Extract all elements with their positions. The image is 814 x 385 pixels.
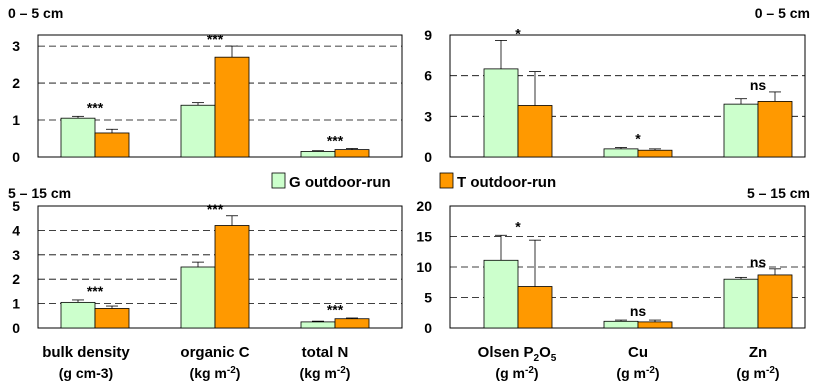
bar-t-outdoor-run xyxy=(94,308,130,329)
bar-t-outdoor-run xyxy=(334,318,370,329)
y-tick-label: 0 xyxy=(424,149,432,165)
significance-label: *** xyxy=(87,283,104,299)
bar-t-outdoor-run xyxy=(757,274,793,329)
category-unit: (kg m-2) xyxy=(300,365,351,381)
bar-t-outdoor-run xyxy=(214,225,250,329)
panel-subsoil-nutrients: 0 5 10 15 20 * ns ns xyxy=(416,198,806,336)
y-tick-label: 4 xyxy=(12,222,20,238)
panel-title-top-left: 0 – 5 cm xyxy=(8,5,63,21)
y-tick-label: 0 xyxy=(12,320,20,336)
y-tick-label: 0 xyxy=(424,320,432,336)
category-unit: (kg m-2) xyxy=(190,365,241,381)
panel-topsoil-physical: 0 1 2 3 *** *** *** xyxy=(12,31,403,165)
bar-t-outdoor-run xyxy=(214,56,250,158)
bar-g-outdoor-run xyxy=(60,301,96,329)
panel-title-bottom-left: 5 – 15 cm xyxy=(8,185,71,201)
significance-label: *** xyxy=(207,201,224,217)
y-tick-label: 10 xyxy=(416,259,432,275)
significance-label: * xyxy=(515,218,521,234)
y-tick-label: 1 xyxy=(12,296,20,312)
significance-label: *** xyxy=(87,99,104,115)
y-tick-label: 20 xyxy=(416,198,432,214)
bar-g-outdoor-run xyxy=(723,103,759,158)
legend: G outdoor-run T outdoor-run xyxy=(271,172,556,191)
y-tick-label: 3 xyxy=(424,108,432,124)
legend-label-t: T outdoor-run xyxy=(457,174,556,191)
significance-label: * xyxy=(635,131,641,147)
bar-g-outdoor-run xyxy=(300,151,336,158)
significance-label: *** xyxy=(207,31,224,47)
category-labels-right: Olsen P2O5 (g m-2) Cu (g m-2) Zn (g m-2) xyxy=(478,344,780,381)
bar-g-outdoor-run xyxy=(180,104,216,158)
bar-g-outdoor-run xyxy=(483,259,519,329)
bar-t-outdoor-run xyxy=(334,149,370,158)
bar-g-outdoor-run xyxy=(723,278,759,329)
category-label: Olsen P2O5 xyxy=(478,344,557,364)
y-tick-label: 2 xyxy=(12,271,20,287)
y-tick-label: 2 xyxy=(12,75,20,91)
panel-title-bottom-right: 5 – 15 cm xyxy=(747,185,810,201)
panel-topsoil-nutrients: 0 3 6 9 * * ns xyxy=(424,25,806,165)
panel-subsoil-physical: 0 1 2 3 4 5 *** *** *** xyxy=(12,198,403,336)
category-label: Zn xyxy=(749,344,767,361)
y-tick-label: 15 xyxy=(416,229,432,245)
y-tick-label: 3 xyxy=(12,38,20,54)
category-unit: (g m-2) xyxy=(495,365,538,381)
bar-t-outdoor-run xyxy=(517,286,553,329)
y-tick-label: 6 xyxy=(424,68,432,84)
y-tick-label: 0 xyxy=(12,149,20,165)
legend-swatch-t xyxy=(439,172,454,189)
y-tick-label: 3 xyxy=(12,247,20,263)
category-label: bulk density xyxy=(42,344,130,361)
bar-t-outdoor-run xyxy=(637,149,673,158)
bar-g-outdoor-run xyxy=(180,266,216,329)
significance-label: *** xyxy=(327,302,344,318)
significance-label: ns xyxy=(630,303,647,319)
bar-t-outdoor-run xyxy=(757,101,793,158)
y-tick-label: 9 xyxy=(424,27,432,43)
bar-t-outdoor-run xyxy=(94,132,130,158)
bar-g-outdoor-run xyxy=(60,117,96,158)
significance-label: ns xyxy=(750,77,767,93)
y-tick-label: 5 xyxy=(424,290,432,306)
category-label: Cu xyxy=(628,344,648,361)
panel-title-top-right: 0 – 5 cm xyxy=(755,5,810,21)
y-tick-label: 1 xyxy=(12,112,20,128)
bar-t-outdoor-run xyxy=(637,321,673,329)
category-label: organic C xyxy=(180,344,249,361)
significance-label: *** xyxy=(327,133,344,149)
y-tick-label: 5 xyxy=(12,198,20,214)
significance-label: * xyxy=(515,25,521,41)
category-unit: (g cm-3) xyxy=(59,365,113,381)
bar-g-outdoor-run xyxy=(483,68,519,158)
bar-g-outdoor-run xyxy=(300,321,336,329)
legend-swatch-g xyxy=(271,172,286,189)
bar-t-outdoor-run xyxy=(517,105,553,158)
category-unit: (g m-2) xyxy=(616,365,659,381)
bar-g-outdoor-run xyxy=(603,148,639,158)
category-labels-left: bulk density (g cm-3) organic C (kg m-2)… xyxy=(42,344,350,381)
category-label: total N xyxy=(302,344,349,361)
category-unit: (g m-2) xyxy=(736,365,779,381)
significance-label: ns xyxy=(750,254,767,270)
bar-g-outdoor-run xyxy=(603,320,639,329)
legend-label-g: G outdoor-run xyxy=(289,174,391,191)
